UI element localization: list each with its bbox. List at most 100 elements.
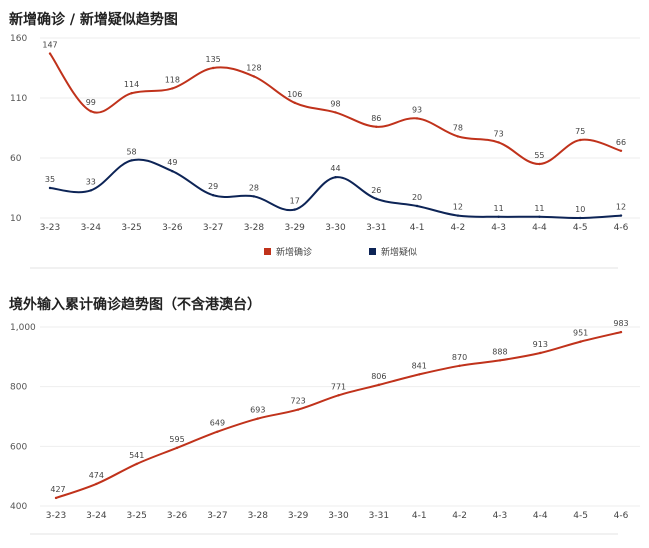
data-point [579, 340, 582, 343]
data-label: 26 [371, 186, 381, 195]
x-tick-label: 3-29 [284, 223, 305, 233]
data-label: 98 [330, 99, 340, 108]
legend-swatch [369, 248, 376, 255]
data-label: 86 [371, 114, 381, 123]
x-tick-label: 3-31 [366, 223, 386, 233]
legend: 新增确诊 新增疑似 [264, 246, 417, 258]
x-tick-label: 4-5 [573, 223, 588, 233]
data-point [130, 159, 133, 162]
x-tick-label: 4-1 [410, 223, 425, 233]
x-tick-label: 3-29 [288, 511, 309, 521]
x-tick-label: 3-28 [248, 511, 269, 521]
data-point [252, 195, 256, 198]
data-point [619, 330, 623, 334]
y-tick-label: 110 [10, 94, 27, 104]
x-tick-label: 3-31 [369, 511, 389, 521]
x-tick-label: 3-28 [244, 223, 265, 233]
data-label: 870 [452, 353, 467, 362]
data-label: 10 [575, 205, 585, 214]
data-point [456, 135, 460, 138]
data-label: 17 [290, 197, 300, 206]
x-tick-label: 3-25 [121, 223, 141, 233]
x-tick-label: 3-27 [203, 223, 223, 233]
chart-title-cumulative: 境外输入累计确诊趋势图（不含港澳台） [9, 297, 261, 313]
data-point [334, 111, 337, 114]
data-point [296, 408, 300, 411]
data-point [619, 149, 623, 152]
x-tick-label: 3-25 [126, 511, 146, 521]
data-label: 913 [533, 340, 548, 349]
data-point [337, 394, 340, 397]
data-point [48, 52, 52, 55]
data-point [95, 482, 98, 486]
data-label: 33 [86, 177, 96, 186]
data-point [579, 138, 582, 142]
legend-label: 新增确诊 [276, 246, 312, 258]
y-tick-label: 1,000 [10, 323, 36, 333]
x-tick-label: 4-4 [532, 223, 547, 233]
data-label: 35 [45, 175, 55, 184]
data-point [579, 216, 582, 220]
data-label: 99 [86, 98, 96, 107]
data-label: 649 [210, 419, 225, 428]
y-tick-label: 60 [10, 154, 22, 164]
data-label: 427 [50, 485, 65, 494]
x-tick-label: 4-6 [614, 511, 629, 521]
data-point [135, 462, 138, 466]
data-label: 541 [129, 451, 144, 460]
data-label: 28 [249, 183, 259, 192]
y-tick-label: 400 [10, 502, 27, 512]
x-tick-label: 4-2 [451, 223, 466, 233]
data-label: 55 [534, 151, 544, 160]
legend-label: 新增疑似 [381, 246, 417, 258]
data-point [48, 186, 52, 190]
data-point [538, 215, 541, 218]
data-point [497, 141, 500, 144]
data-point [293, 101, 296, 105]
x-tick-label: 3-26 [167, 511, 188, 521]
data-label: 44 [330, 164, 340, 173]
x-tick-label: 3-27 [207, 511, 227, 521]
chart-1: 10 60 110 160 3-23 3-24 3-25 3-26 3-27 3-28 3-29 3-… [10, 34, 640, 269]
data-label: 841 [412, 361, 427, 370]
x-tick-label: 4-3 [491, 223, 506, 233]
x-tick-label: 3-24 [81, 223, 102, 233]
data-label: 11 [494, 204, 504, 213]
data-label: 135 [206, 55, 221, 64]
x-tick-label: 3-30 [325, 223, 346, 233]
data-point [130, 92, 133, 95]
x-tick-label: 4-1 [412, 511, 427, 521]
x-tick-label: 3-23 [46, 511, 66, 521]
data-point [171, 87, 174, 90]
x-tick-label: 3-24 [86, 511, 107, 521]
data-label: 11 [534, 204, 544, 213]
data-label: 29 [208, 182, 218, 191]
data-point [458, 364, 461, 367]
data-point [256, 417, 259, 420]
data-point [171, 170, 174, 173]
data-point [216, 430, 219, 433]
data-point [497, 215, 500, 218]
data-label: 78 [453, 123, 463, 132]
data-label: 73 [494, 129, 504, 138]
data-point [418, 373, 421, 376]
x-tick-label: 4-2 [452, 511, 467, 521]
data-point [54, 496, 58, 500]
series-line-1 [55, 331, 622, 499]
data-point [377, 383, 381, 387]
y-tick-label: 10 [10, 214, 22, 224]
data-label: 12 [616, 203, 626, 212]
data-label: 128 [246, 63, 261, 72]
data-point [415, 204, 419, 208]
x-tick-label: 4-3 [493, 511, 508, 521]
x-tick-label: 3-30 [328, 511, 349, 521]
data-label: 771 [331, 382, 346, 391]
data-label: 474 [89, 471, 104, 480]
data-point [498, 359, 502, 362]
data-point [211, 66, 215, 70]
x-tick-label: 4-5 [573, 511, 588, 521]
data-label: 888 [492, 347, 507, 356]
data-label: 147 [42, 41, 57, 50]
data-point [375, 197, 378, 200]
